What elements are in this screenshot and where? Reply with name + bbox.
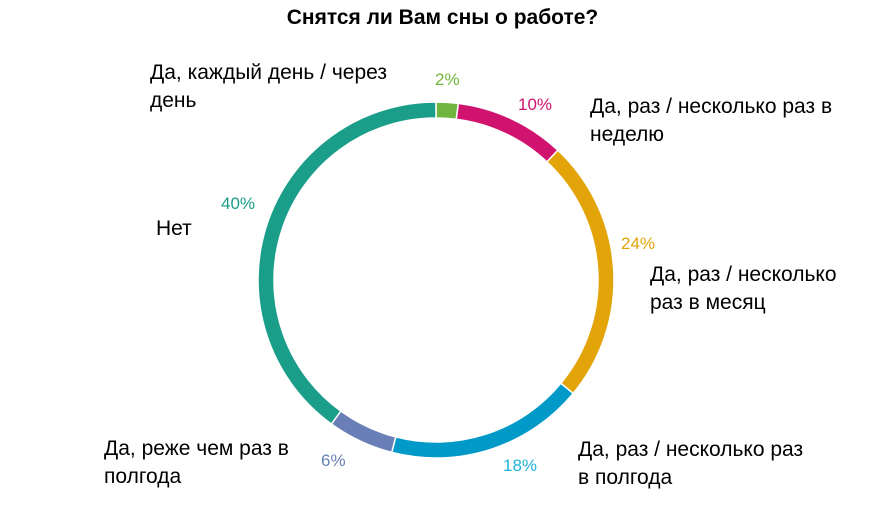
donut-slice-monthly: [545, 149, 615, 395]
category-label-monthly: Да, раз / несколько раз в месяц: [650, 263, 837, 314]
value-label-weekly: 10%: [518, 95, 553, 114]
donut-slice-no: [257, 101, 437, 426]
donut-slice-half-year: [390, 382, 575, 459]
value-label-monthly: 24%: [621, 234, 656, 253]
category-label-no: Нет: [156, 217, 192, 240]
value-label-half-year: 18%: [503, 456, 538, 475]
donut-slice-rarer: [330, 410, 397, 454]
donut-slice-daily: [435, 101, 460, 121]
chart-title: Снятся ли Вам сны о работе?: [286, 6, 599, 29]
category-label-half-year: Да, раз / несколько раз в полгода: [578, 438, 804, 489]
value-label-daily: 2%: [435, 70, 460, 89]
category-label-daily: Да, каждый день / через день: [150, 61, 387, 112]
value-label-no: 40%: [221, 194, 256, 213]
category-label-weekly: Да, раз / несколько раз в неделю: [590, 95, 833, 146]
value-label-rarer: 6%: [321, 451, 346, 470]
category-label-rarer: Да, реже чем раз в полгода: [104, 437, 289, 488]
